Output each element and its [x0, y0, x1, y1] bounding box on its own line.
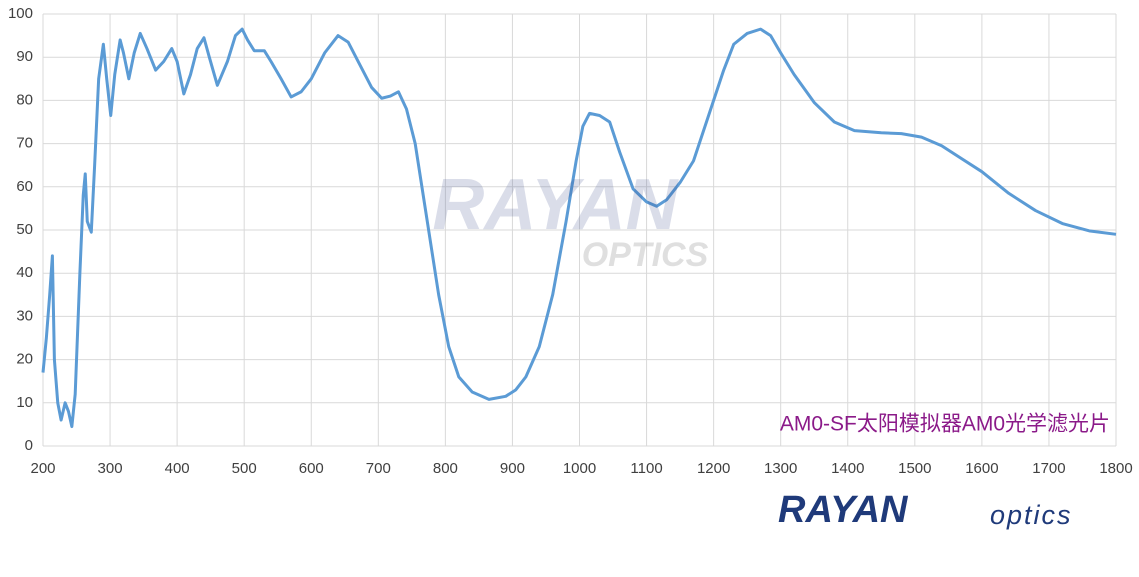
x-tick-label: 1600	[965, 460, 998, 477]
y-tick-label: 60	[16, 178, 33, 195]
x-tick-label: 1500	[898, 460, 931, 477]
y-tick-label: 10	[16, 394, 33, 411]
logo-brand: RAYAN	[778, 489, 909, 531]
x-tick-label: 300	[98, 460, 123, 477]
y-tick-label: 0	[25, 437, 33, 454]
x-tick-label: 1000	[563, 460, 596, 477]
line	[41, 27, 1117, 429]
y-tick-label: 40	[16, 264, 33, 281]
watermark-brand: RAYAN	[432, 165, 679, 245]
x-tick-label: 500	[232, 460, 257, 477]
y-tick-label: 30	[16, 307, 33, 324]
x-tick-label: 400	[165, 460, 190, 477]
watermark-sub: OPTICS	[582, 236, 709, 274]
x-tick-label: 1400	[831, 460, 864, 477]
watermark: RAYAN OPTICS	[432, 165, 708, 274]
x-tick-label: 1800	[1099, 460, 1132, 477]
axes: 0 10 20 30 40 50 60 70 80 90 100 200 300 400 500 600 700…	[8, 5, 1133, 477]
y-tick-label: 50	[16, 221, 33, 238]
x-tick-label: 1100	[630, 460, 662, 477]
x-tick-label: 700	[366, 460, 391, 477]
y-tick-label: 80	[16, 91, 33, 108]
x-tick-label: 900	[500, 460, 525, 477]
x-tick-label: 800	[433, 460, 458, 477]
x-tick-label: 1200	[697, 460, 730, 477]
x-tick-label: 1300	[764, 460, 797, 477]
y-tick-label: 20	[16, 351, 33, 368]
logo-sub: optics	[990, 500, 1073, 530]
x-tick-label: 600	[299, 460, 324, 477]
x-tick-label: 200	[30, 460, 55, 477]
y-tick-label: 70	[16, 135, 33, 152]
y-tick-label: 90	[16, 48, 33, 65]
x-tick-label: 1700	[1032, 460, 1065, 477]
annotation: AM0-SF太阳模拟器AM0光学滤光片	[780, 413, 1110, 436]
y-tick-label: 100	[8, 5, 33, 22]
